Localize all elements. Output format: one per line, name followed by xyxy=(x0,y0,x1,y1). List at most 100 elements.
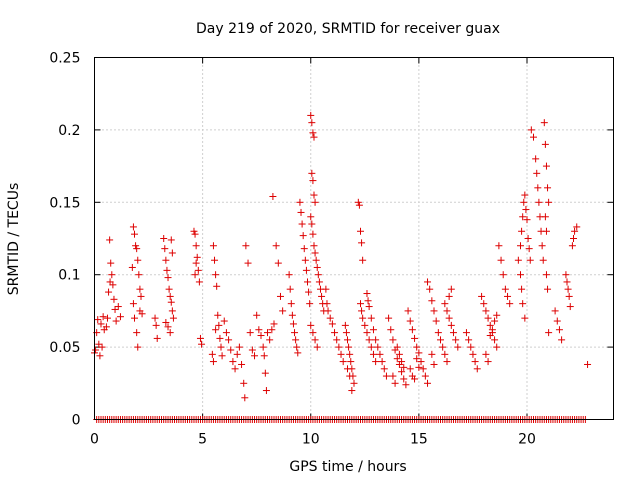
data-point xyxy=(344,336,352,344)
data-point xyxy=(310,242,318,250)
data-point xyxy=(406,317,414,325)
data-point xyxy=(413,343,421,351)
data-point xyxy=(132,242,140,250)
data-point xyxy=(568,242,576,250)
data-point xyxy=(134,256,142,264)
data-point xyxy=(257,332,265,340)
data-point xyxy=(253,311,261,319)
data-point xyxy=(260,352,268,360)
data-point xyxy=(415,349,423,357)
data-point xyxy=(311,336,319,344)
data-point xyxy=(238,360,246,368)
data-point xyxy=(264,329,271,337)
data-point xyxy=(354,198,362,206)
data-point xyxy=(298,220,306,228)
data-point xyxy=(495,242,503,250)
data-point xyxy=(162,256,170,264)
data-point xyxy=(128,263,136,271)
data-point xyxy=(382,372,390,380)
data-point xyxy=(545,198,553,206)
data-point xyxy=(225,336,233,344)
data-point xyxy=(374,343,382,351)
data-point xyxy=(129,300,137,308)
data-point xyxy=(480,300,488,308)
data-point xyxy=(196,334,204,342)
data-point xyxy=(299,232,307,240)
data-point xyxy=(443,307,451,315)
data-point xyxy=(297,208,305,216)
data-point xyxy=(310,133,318,141)
data-point xyxy=(307,321,315,329)
data-point xyxy=(555,326,563,334)
data-point xyxy=(491,317,499,325)
data-point xyxy=(434,329,442,337)
data-point xyxy=(365,303,373,311)
data-point xyxy=(449,329,457,337)
data-point xyxy=(415,363,423,371)
data-point xyxy=(486,332,494,340)
data-point xyxy=(286,285,294,293)
data-point xyxy=(229,358,237,366)
data-point xyxy=(406,365,414,373)
data-point xyxy=(428,350,436,358)
data-point xyxy=(358,239,366,247)
data-point xyxy=(302,266,310,274)
data-point xyxy=(112,317,120,325)
data-point xyxy=(165,285,173,293)
data-point xyxy=(532,155,540,163)
data-point xyxy=(473,365,481,373)
y-tick-label: 0.1 xyxy=(58,268,80,284)
y-tick-label: 0.2 xyxy=(58,123,80,139)
data-point xyxy=(212,271,220,279)
data-point xyxy=(261,369,269,377)
data-point xyxy=(491,336,499,344)
data-point xyxy=(562,271,570,279)
data-point xyxy=(166,292,174,300)
data-point xyxy=(209,242,217,250)
data-point xyxy=(293,343,301,351)
data-point xyxy=(398,358,406,366)
data-point xyxy=(573,223,581,231)
data-point xyxy=(400,363,408,371)
data-point xyxy=(211,256,219,264)
data-point xyxy=(198,340,206,348)
data-point xyxy=(424,379,432,387)
x-tick-label: 0 xyxy=(90,432,99,448)
data-point xyxy=(220,317,228,325)
data-point xyxy=(324,307,332,315)
data-point xyxy=(563,278,571,286)
data-point xyxy=(169,314,177,322)
data-point xyxy=(218,352,226,360)
data-point xyxy=(270,320,278,328)
grid-lines xyxy=(94,57,614,420)
data-point xyxy=(347,358,355,366)
data-point xyxy=(305,288,313,296)
data-point xyxy=(471,358,479,366)
data-point xyxy=(106,278,114,286)
data-point xyxy=(328,320,336,328)
data-point xyxy=(569,235,577,242)
data-point xyxy=(308,220,316,228)
x-tick-label: 10 xyxy=(302,432,320,448)
data-point xyxy=(342,329,350,337)
data-point xyxy=(527,126,535,134)
data-point xyxy=(430,307,438,315)
data-point xyxy=(164,323,172,331)
data-point xyxy=(542,162,550,170)
x-tick-label: 5 xyxy=(198,432,207,448)
data-point xyxy=(167,236,175,244)
data-point xyxy=(309,129,317,137)
data-point xyxy=(94,316,102,324)
data-point xyxy=(309,329,317,337)
data-point xyxy=(337,350,345,358)
data-point xyxy=(484,358,492,366)
data-point xyxy=(514,256,522,264)
data-point xyxy=(482,350,490,358)
data-point xyxy=(246,329,254,337)
data-point xyxy=(432,317,440,325)
data-point xyxy=(535,198,543,206)
data-point xyxy=(262,387,270,395)
data-point xyxy=(411,375,419,383)
data-point xyxy=(244,259,252,267)
data-point xyxy=(272,242,280,250)
